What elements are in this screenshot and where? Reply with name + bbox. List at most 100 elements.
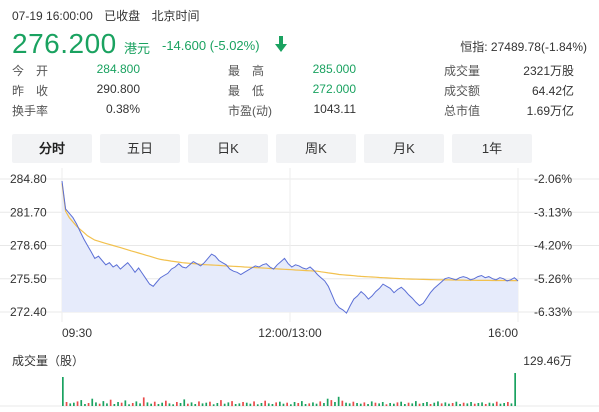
volume-bar — [282, 403, 285, 406]
stat-pe-label: 市盈(动) — [228, 104, 272, 118]
volume-bar — [212, 404, 215, 406]
volume-bar — [466, 403, 469, 406]
volume-bar — [462, 402, 465, 406]
quote-datetime: 07-19 16:00:00 — [12, 9, 93, 23]
volume-bar — [348, 403, 351, 406]
volume-max-label: 129.46万 — [523, 354, 572, 368]
volume-bar — [113, 404, 116, 406]
price-tick-label: 275.50 — [10, 272, 47, 286]
volume-bar — [201, 403, 204, 406]
tab-weekly-k[interactable]: 周K — [276, 134, 356, 163]
volume-bar — [223, 403, 226, 406]
volume-bar — [345, 402, 347, 406]
volume-bar — [359, 403, 362, 406]
volume-bar — [168, 403, 171, 406]
tab-intraday[interactable]: 分时 — [12, 134, 92, 163]
volume-bar — [499, 403, 502, 406]
percent-tick-label: -5.26% — [534, 272, 572, 286]
hsi-index-value: 27489.78(-1.84%) — [490, 40, 587, 54]
volume-bar — [433, 402, 436, 406]
tab-monthly-k[interactable]: 月K — [364, 134, 444, 163]
stat-turnover-label: 成交额 — [444, 84, 481, 98]
intraday-chart[interactable]: 284.80 281.70 278.60 275.50 272.40 -2.06% -3.1… — [0, 168, 599, 412]
tab-five-day[interactable]: 五日 — [100, 134, 180, 163]
volume-bar — [120, 402, 123, 406]
volume-bar — [459, 404, 461, 406]
stat-low-value: 272.000 — [312, 82, 356, 96]
price-tick-label: 278.60 — [10, 239, 47, 253]
volume-bar — [396, 402, 399, 406]
volume-bar — [253, 401, 255, 406]
volume-bar — [106, 403, 108, 406]
volume-bar — [91, 398, 94, 406]
market-state: 已收盘 — [104, 9, 141, 23]
volume-bar — [95, 402, 97, 406]
volume-bar — [293, 402, 296, 406]
volume-bar — [381, 402, 384, 406]
volume-bar — [378, 403, 380, 406]
intraday-chart-svg: 284.80 281.70 278.60 275.50 272.40 -2.06% -3.1… — [0, 168, 599, 407]
tab-one-year[interactable]: 1年 — [452, 134, 532, 163]
volume-bar — [165, 400, 167, 406]
stat-volume-value: 2321万股 — [523, 64, 574, 78]
volume-bar — [260, 403, 263, 406]
volume-bar — [495, 401, 498, 406]
stat-turnover-rate-label: 换手率 — [12, 104, 49, 118]
volume-bar — [131, 403, 134, 406]
volume-bar — [514, 373, 516, 406]
tab-daily-k[interactable]: 日K — [188, 134, 268, 163]
volume-bar — [198, 401, 200, 406]
volume-bar — [312, 402, 314, 406]
stat-row: 昨 收 290.800 最 低 272.000 成交额 64.42亿 — [12, 82, 574, 102]
volume-bar — [334, 402, 336, 406]
volume-bar — [231, 401, 233, 407]
stat-row: 换手率 0.38% 市盈(动) 1043.11 总市值 1.69万亿 — [12, 102, 574, 122]
volume-bar — [124, 400, 127, 406]
volume-bar — [146, 402, 149, 406]
price-tick-label: 281.70 — [10, 205, 47, 219]
percent-tick-label: -2.06% — [534, 172, 572, 186]
volume-bar — [385, 404, 388, 406]
volume-bar — [183, 399, 186, 406]
volume-bar — [194, 404, 197, 406]
stat-volume-label: 成交量 — [444, 64, 481, 78]
price-change: -14.600 (-5.02%) — [162, 38, 260, 53]
volume-label: 成交量（股） — [12, 353, 84, 368]
volume-bar — [370, 401, 373, 406]
volume-bar — [172, 404, 174, 406]
price-row: 276.200 港元 -14.600 (-5.02%) 恒指: 27489.78… — [12, 27, 587, 61]
stat-low-label: 最 低 — [228, 84, 265, 98]
chart-period-tabs: 分时 五日 日K 周K 月K 1年 — [12, 134, 532, 164]
volume-bar — [503, 403, 505, 406]
volume-bar — [275, 402, 277, 406]
volume-bar — [411, 403, 414, 406]
stat-pe-value: 1043.11 — [313, 102, 357, 116]
volume-bar — [267, 403, 270, 406]
time-tick-label: 12:00/13:00 — [258, 326, 322, 340]
volume-bar — [139, 403, 141, 406]
stat-high-label: 最 高 — [228, 64, 265, 78]
volume-bar — [510, 403, 513, 406]
volume-bar — [484, 404, 487, 406]
volume-bar — [256, 404, 259, 406]
volume-bar — [150, 403, 152, 406]
volume-bar — [245, 402, 248, 406]
volume-bar — [315, 403, 318, 406]
stat-open-label: 今 开 — [12, 64, 49, 78]
price-line — [61, 181, 519, 314]
status-line: 07-19 16:00:00 已收盘 北京时间 — [12, 7, 207, 24]
volume-bar — [109, 399, 112, 406]
volume-bar — [161, 402, 163, 406]
stat-turnover-value: 64.42亿 — [531, 84, 574, 98]
volume-bar — [216, 403, 219, 406]
volume-bar — [404, 404, 406, 406]
stat-turnover-rate-value: 0.38% — [105, 102, 140, 116]
volume-bar — [426, 402, 428, 406]
volume-bar — [429, 404, 432, 406]
volume-bar — [205, 402, 208, 406]
volume-bar — [102, 401, 105, 407]
volume-bar — [374, 402, 377, 406]
volume-bar — [65, 402, 68, 406]
hsi-index[interactable]: 恒指: 27489.78(-1.84%) — [460, 38, 587, 55]
volume-bar — [341, 400, 344, 406]
